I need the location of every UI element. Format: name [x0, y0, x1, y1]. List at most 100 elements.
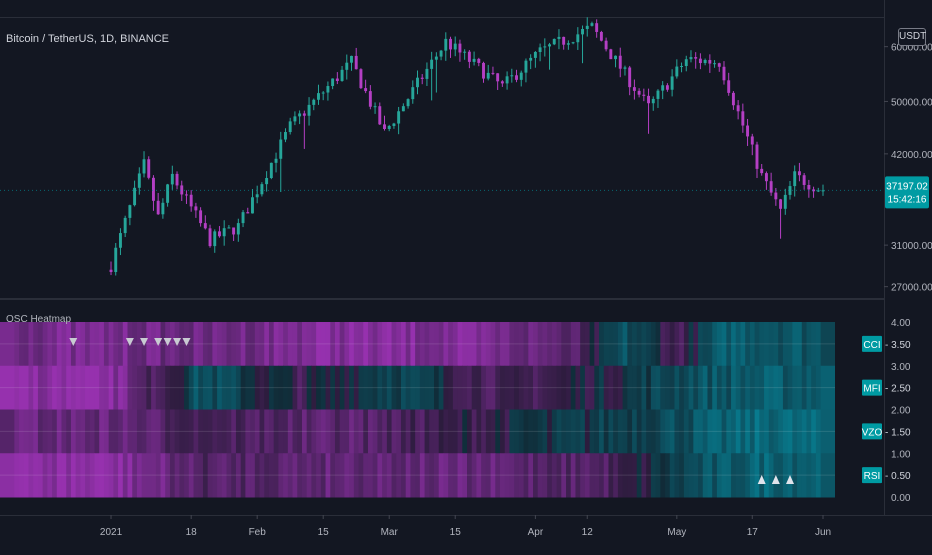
candle-body: [637, 90, 641, 95]
candle-body: [651, 98, 655, 104]
heat-cell: [735, 365, 741, 410]
heat-cell: [693, 322, 699, 367]
heat-cell: [650, 453, 657, 498]
heat-cell: [702, 409, 708, 454]
heat-cell: [174, 453, 180, 498]
candle: [317, 84, 320, 105]
heat-cell: [193, 409, 199, 454]
heat-cell: [495, 322, 501, 367]
heat-cell: [622, 365, 628, 410]
heat-cell: [85, 453, 91, 498]
heat-cell: [490, 322, 496, 367]
heat-cell: [42, 365, 48, 410]
candle: [538, 43, 542, 62]
heat-cell: [339, 453, 345, 498]
candle: [274, 152, 278, 173]
heat-cell: [820, 365, 835, 410]
heat-cell: [396, 322, 402, 367]
candle-body: [439, 50, 443, 57]
candle: [208, 224, 212, 248]
heat-cell: [349, 322, 355, 367]
heat-cell: [188, 453, 195, 498]
heat-cell: [250, 322, 256, 367]
heat-cell: [353, 322, 360, 367]
candle-body: [698, 58, 702, 64]
heat-cell: [103, 409, 110, 454]
heat-cell: [504, 409, 510, 454]
heat-cell: [726, 409, 732, 454]
heat-cell: [28, 322, 34, 367]
heat-cell: [353, 453, 360, 498]
heat-cell: [52, 322, 58, 367]
heat-cell: [188, 365, 195, 410]
heat-cell: [89, 453, 96, 498]
candle-body: [218, 231, 221, 237]
heat-cell: [622, 453, 628, 498]
candle-body: [793, 171, 797, 187]
heat-cell: [207, 322, 213, 367]
heat-cell: [542, 453, 548, 498]
heat-cell: [226, 409, 232, 454]
heat-cell: [268, 322, 275, 367]
heat-cell: [273, 365, 279, 410]
heat-cell: [108, 453, 114, 498]
heat-cell: [179, 322, 185, 367]
row-badge-name: VZO: [862, 427, 883, 438]
heat-cell: [410, 453, 416, 498]
heat-cell: [608, 409, 614, 454]
candle-body: [406, 99, 410, 107]
heat-cell: [122, 365, 129, 410]
heat-cell: [622, 409, 628, 454]
candle: [665, 83, 669, 92]
heat-cell: [358, 453, 364, 498]
heat-cell: [122, 453, 129, 498]
candle: [788, 181, 792, 200]
heat-cell: [551, 365, 558, 410]
heat-cell: [533, 453, 539, 498]
heat-cell: [504, 322, 510, 367]
candle-body: [425, 68, 429, 79]
heat-cell: [570, 453, 576, 498]
heat-row-badge: CCI - 3.50: [862, 335, 911, 352]
row-badge-value: - 2.50: [885, 384, 911, 395]
heat-cell: [764, 365, 770, 410]
heat-cell: [386, 365, 393, 410]
heat-cell: [363, 409, 369, 454]
heat-cell: [80, 409, 86, 454]
heat-cell: [217, 322, 223, 367]
candle: [797, 162, 801, 182]
candle-body: [265, 178, 269, 185]
heat-cell: [603, 322, 609, 367]
heat-cell: [127, 365, 133, 410]
heat-cell: [19, 453, 25, 498]
heat-cell: [811, 322, 817, 367]
candle-body: [562, 36, 566, 45]
heat-cell: [103, 453, 110, 498]
heat-cell: [306, 409, 312, 454]
candle-body: [491, 72, 495, 74]
heat-cell: [731, 365, 737, 410]
heat-cell: [325, 322, 331, 367]
heat-cell: [415, 365, 421, 410]
currency-badge[interactable]: USDT: [898, 28, 926, 46]
heat-cell: [118, 453, 124, 498]
candle-body: [293, 116, 297, 122]
sell-signal-marker: [125, 338, 134, 346]
candle-body: [378, 106, 382, 125]
candle: [755, 141, 759, 179]
heat-cell: [151, 453, 157, 498]
heat-cell: [778, 365, 784, 410]
candle-body: [670, 76, 674, 90]
heat-cell: [500, 365, 506, 410]
heat-cell: [698, 322, 704, 367]
heat-cell: [693, 365, 699, 410]
heat-cell: [594, 322, 600, 367]
candle: [218, 226, 221, 238]
heat-cell: [80, 453, 86, 498]
heat-cell: [627, 409, 633, 454]
candle-body: [331, 78, 335, 87]
heat-cell: [617, 365, 624, 410]
candle-body: [510, 75, 514, 77]
heat-cell: [712, 409, 718, 454]
